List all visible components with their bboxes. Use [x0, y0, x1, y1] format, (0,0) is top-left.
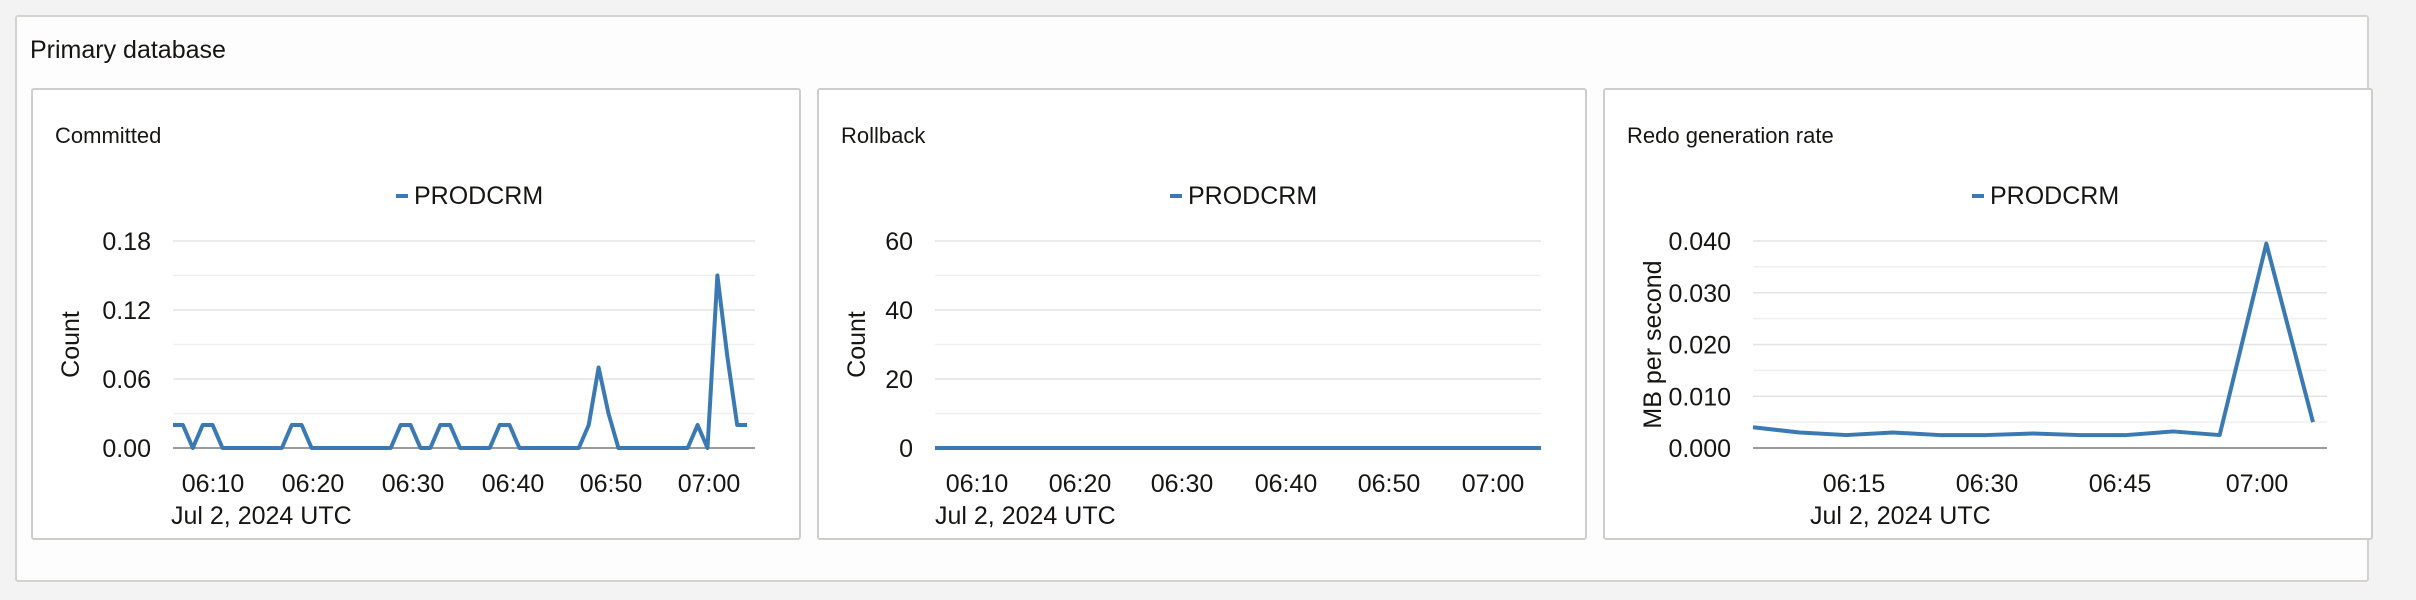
x-tick-label: 06:40 — [482, 470, 545, 498]
y-axis-label: Count — [843, 311, 871, 378]
x-tick-label: 06:45 — [2089, 470, 2152, 498]
x-tick-label: 07:00 — [2226, 470, 2289, 498]
x-tick-label: 07:00 — [678, 470, 741, 498]
y-tick-label: 0.18 — [102, 228, 151, 256]
x-tick-label: 06:20 — [1049, 470, 1112, 498]
chart-title: Rollback — [841, 123, 926, 148]
y-tick-label: 0.010 — [1668, 383, 1731, 411]
y-tick-label: 0.000 — [1668, 435, 1731, 463]
legend-label: PRODCRM — [414, 182, 543, 210]
legend-swatch — [1170, 194, 1182, 198]
y-tick-label: 0.030 — [1668, 280, 1731, 308]
legend-label: PRODCRM — [1990, 182, 2119, 210]
y-tick-label: 0.06 — [102, 366, 151, 394]
chart-title: Committed — [55, 123, 162, 148]
x-tick-label: 06:10 — [946, 470, 1009, 498]
y-tick-label: 0.00 — [102, 435, 151, 463]
y-tick-label: 60 — [885, 228, 913, 256]
y-axis-label: Count — [57, 311, 85, 378]
x-axis-label: Jul 2, 2024 UTC — [1810, 502, 1991, 530]
y-axis-label: MB per second — [1639, 260, 1667, 428]
x-tick-label: 06:30 — [1151, 470, 1214, 498]
x-axis-label: Jul 2, 2024 UTC — [171, 502, 352, 530]
series-line — [173, 273, 748, 450]
series-line — [1752, 241, 2315, 438]
rollback-chart: PRODCRM 0 20 40 60 Count 06:10 06:20 06:30 06:40 0… — [843, 182, 1541, 530]
x-axis-label: Jul 2, 2024 UTC — [935, 502, 1116, 530]
y-tick-label: 20 — [885, 366, 913, 394]
legend-label: PRODCRM — [1188, 182, 1317, 210]
chart-title: Redo generation rate — [1627, 123, 1834, 148]
rollback-chart-card: Rollback PRODCRM 0 20 40 60 Count 06:10 06:20 06… — [817, 88, 1587, 540]
x-tick-label: 06:50 — [1358, 470, 1421, 498]
legend-swatch — [1972, 194, 1984, 198]
x-tick-label: 06:30 — [382, 470, 445, 498]
x-tick-label: 06:15 — [1823, 470, 1886, 498]
x-tick-label: 06:30 — [1956, 470, 2019, 498]
committed-chart: PRODCRM 0.00 0.06 0.12 0.18 Count 06:10 06:20 06… — [57, 182, 755, 530]
x-tick-label: 07:00 — [1462, 470, 1525, 498]
x-tick-label: 06:10 — [182, 470, 245, 498]
section-title: Primary database — [30, 36, 226, 64]
y-tick-label: 0.040 — [1668, 228, 1731, 256]
redo-chart-card: Redo generation rate PRODCRM 0.000 0.010 0.… — [1603, 88, 2373, 540]
y-tick-label: 0.020 — [1668, 332, 1731, 360]
y-tick-label: 0.12 — [102, 297, 151, 325]
y-tick-label: 40 — [885, 297, 913, 325]
x-tick-label: 06:50 — [580, 470, 643, 498]
x-tick-label: 06:40 — [1255, 470, 1318, 498]
x-tick-label: 06:20 — [282, 470, 345, 498]
legend-swatch — [396, 194, 408, 198]
committed-chart-card: Committed PRODCRM 0.00 0.06 0.12 0.18 Count 06… — [31, 88, 801, 540]
y-tick-label: 0 — [899, 435, 913, 463]
